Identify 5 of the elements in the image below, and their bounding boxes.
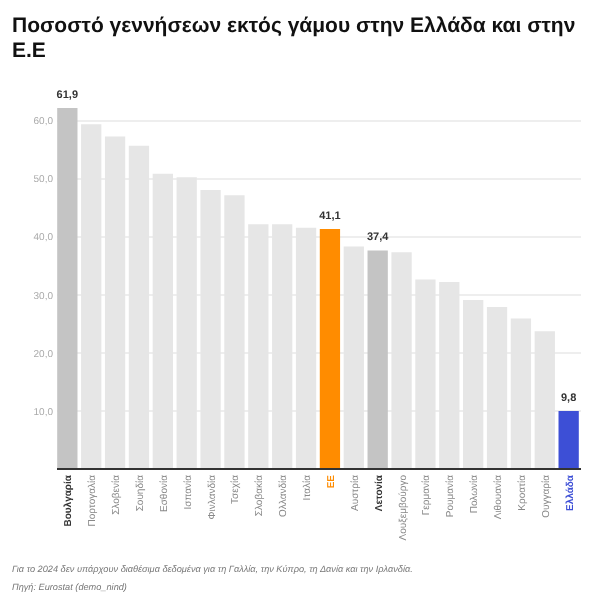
bar — [558, 411, 579, 468]
chart-title: Ποσοστό γεννήσεων εκτός γάμου στην Ελλάδα και στην Ε.Ε — [12, 14, 576, 63]
bar — [319, 228, 341, 468]
bar — [57, 108, 78, 468]
bar — [367, 250, 388, 468]
